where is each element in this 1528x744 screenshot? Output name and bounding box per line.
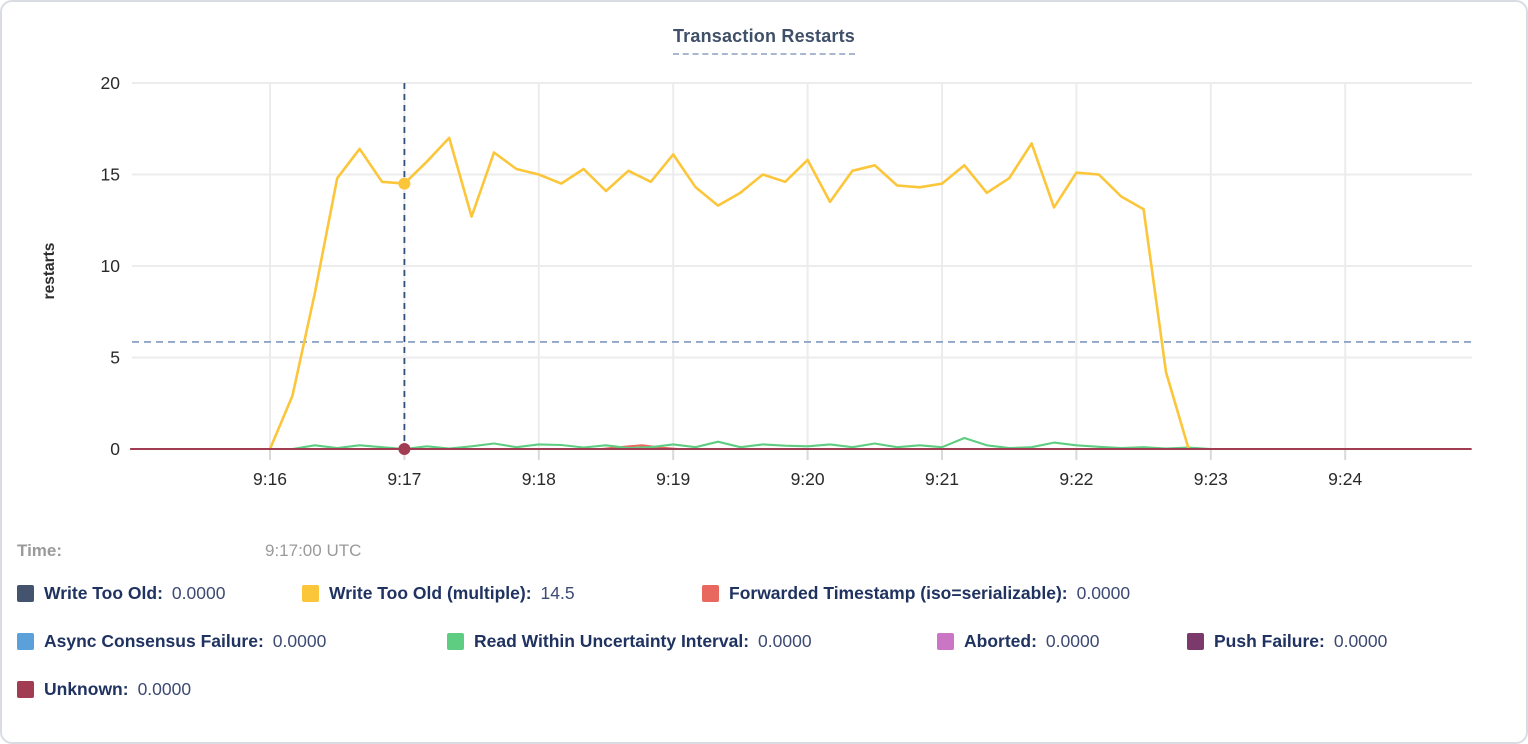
hover-dot-write-too-old-multiple <box>398 177 411 190</box>
series-value: 0.0000 <box>1333 631 1388 651</box>
x-tick-label: 9:16 <box>253 469 287 489</box>
series-label: Aborted: <box>964 631 1037 651</box>
series-color-swatch <box>937 633 954 650</box>
y-tick-label: 10 <box>101 256 121 276</box>
series-value: 14.5 <box>540 583 575 603</box>
series-line-write-too-old-multiple <box>268 136 1190 451</box>
series-label: Read Within Uncertainty Interval: <box>474 631 750 651</box>
series-color-swatch <box>447 633 464 650</box>
legend-item: Aborted: 0.0000 <box>937 631 1187 652</box>
series-color-swatch <box>17 633 34 650</box>
legend-item: Read Within Uncertainty Interval: 0.0000 <box>447 631 937 652</box>
legend-item: Push Failure: 0.0000 <box>1187 631 1387 652</box>
series-color-swatch <box>702 585 719 602</box>
legend-row: Async Consensus Failure: 0.0000 Read Withi… <box>17 631 1526 652</box>
legend-row: Unknown: 0.0000 <box>17 679 1526 700</box>
series-value: 0.0000 <box>272 631 327 651</box>
series-color-swatch <box>302 585 319 602</box>
time-label: Time: <box>17 541 63 560</box>
y-tick-label: 5 <box>110 348 120 368</box>
series-label: Write Too Old: <box>44 583 163 603</box>
transaction-restarts-line-chart: 0 5 10 15 20 9:16 9:17 9:18 9:19 9:20 9:21 9:22 9:23… <box>2 55 1526 515</box>
series-value: 0.0000 <box>1076 583 1131 603</box>
x-tick-label: 9:19 <box>656 469 690 489</box>
hover-readout: Time: 9:17:00 UTC Write Too Old: 0.0000 Wri… <box>2 541 1526 700</box>
series-color-swatch <box>17 585 34 602</box>
chart-hover-area[interactable] <box>132 83 1472 449</box>
x-tick-label: 9:22 <box>1059 469 1093 489</box>
x-tick-label: 9:20 <box>791 469 825 489</box>
series-label: Async Consensus Failure: <box>44 631 264 651</box>
series-label: Write Too Old (multiple): <box>329 583 532 603</box>
series-color-swatch <box>1187 633 1204 650</box>
x-tick-label: 9:18 <box>522 469 556 489</box>
series-legend: Write Too Old: 0.0000 Write Too Old (multi… <box>17 583 1526 700</box>
series-value: 0.0000 <box>1045 631 1100 651</box>
legend-item: Forwarded Timestamp (iso=serializable): 0… <box>702 583 1130 604</box>
series-value: 0.0000 <box>171 583 226 603</box>
hover-dot-unknown <box>398 443 411 455</box>
time-value: 9:17:00 UTC <box>265 541 362 560</box>
legend-item: Write Too Old: 0.0000 <box>17 583 302 604</box>
x-tick-label: 9:24 <box>1328 469 1362 489</box>
chart-title[interactable]: Transaction Restarts <box>672 26 856 55</box>
x-tick-label: 9:23 <box>1194 469 1228 489</box>
chart-canvas: 0 5 10 15 20 9:16 9:17 9:18 9:19 9:20 9:21 9:22 9:23… <box>41 73 1472 489</box>
series-line-read-within-uncertainty-interval <box>268 436 1212 451</box>
legend-item: Async Consensus Failure: 0.0000 <box>17 631 447 652</box>
series-color-swatch <box>17 681 34 698</box>
hover-time-row: Time: 9:17:00 UTC <box>17 541 1526 561</box>
series-label: Push Failure: <box>1214 631 1325 651</box>
series-label: Forwarded Timestamp (iso=serializable): <box>729 583 1068 603</box>
series-value: 0.0000 <box>758 631 812 651</box>
x-tick-label: 9:17 <box>387 469 421 489</box>
y-tick-label: 20 <box>101 73 121 93</box>
legend-item: Unknown: 0.0000 <box>17 679 191 700</box>
chart-header: Transaction Restarts <box>2 2 1526 55</box>
series-value: 0.0000 <box>137 679 192 699</box>
y-tick-label: 0 <box>110 439 120 459</box>
x-tick-label: 9:21 <box>925 469 959 489</box>
y-axis-label: restarts <box>41 243 58 300</box>
series-label: Unknown: <box>44 679 129 699</box>
legend-item: Write Too Old (multiple): 14.5 <box>302 583 702 604</box>
legend-row: Write Too Old: 0.0000 Write Too Old (multi… <box>17 583 1526 604</box>
y-tick-label: 15 <box>101 165 120 185</box>
